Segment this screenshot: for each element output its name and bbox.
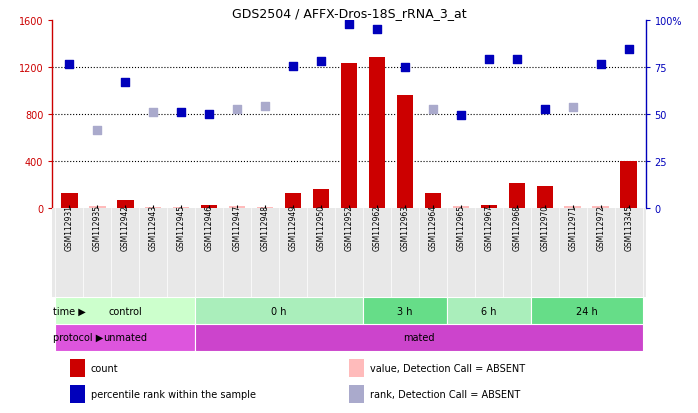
Bar: [89, 206, 105, 209]
Bar: [285, 193, 302, 209]
Text: 3 h: 3 h: [397, 306, 413, 316]
Text: 0 h: 0 h: [272, 306, 287, 316]
Bar: [480, 205, 497, 209]
Text: 6 h: 6 h: [481, 306, 497, 316]
Bar: [144, 207, 161, 209]
Bar: [621, 161, 637, 209]
Bar: [369, 58, 385, 209]
Point: [343, 22, 355, 28]
Bar: [509, 184, 526, 209]
Bar: [349, 385, 364, 403]
Point: [175, 109, 186, 116]
Bar: [349, 359, 364, 377]
Bar: [55, 297, 195, 324]
Point: [260, 103, 271, 110]
Bar: [396, 96, 413, 209]
Text: rank, Detection Call = ABSENT: rank, Detection Call = ABSENT: [370, 389, 520, 399]
Text: mated: mated: [403, 332, 435, 343]
Point: [540, 106, 551, 113]
Bar: [313, 190, 329, 209]
Point: [455, 112, 466, 119]
Point: [147, 109, 158, 116]
Point: [483, 56, 494, 63]
Point: [371, 27, 383, 33]
Point: [204, 112, 215, 119]
Bar: [257, 207, 274, 209]
Title: GDS2504 / AFFX-Dros-18S_rRNA_3_at: GDS2504 / AFFX-Dros-18S_rRNA_3_at: [232, 7, 466, 19]
Bar: [70, 359, 85, 377]
Bar: [424, 193, 441, 209]
Bar: [195, 324, 643, 351]
Bar: [229, 206, 246, 209]
Bar: [452, 206, 469, 209]
Bar: [55, 324, 195, 351]
Point: [567, 105, 579, 112]
Point: [512, 57, 523, 63]
Bar: [593, 206, 609, 209]
Bar: [565, 206, 581, 209]
Text: time ▶: time ▶: [53, 306, 86, 316]
Text: count: count: [91, 363, 119, 373]
Bar: [117, 201, 133, 209]
Point: [399, 64, 410, 71]
Bar: [61, 193, 77, 209]
Bar: [363, 297, 447, 324]
Bar: [172, 207, 189, 209]
Point: [427, 106, 438, 113]
Bar: [341, 64, 357, 209]
Point: [315, 59, 327, 65]
Bar: [70, 385, 85, 403]
Point: [623, 47, 634, 53]
Bar: [200, 205, 218, 209]
Text: value, Detection Call = ABSENT: value, Detection Call = ABSENT: [370, 363, 525, 373]
Text: 24 h: 24 h: [576, 306, 597, 316]
Text: control: control: [108, 306, 142, 316]
Text: protocol ▶: protocol ▶: [53, 332, 103, 343]
Bar: [537, 186, 554, 209]
Bar: [531, 297, 643, 324]
Point: [288, 63, 299, 70]
Bar: [195, 297, 363, 324]
Point: [64, 62, 75, 69]
Point: [119, 80, 131, 86]
Bar: [447, 297, 531, 324]
Text: unmated: unmated: [103, 332, 147, 343]
Text: percentile rank within the sample: percentile rank within the sample: [91, 389, 256, 399]
Point: [91, 128, 103, 134]
Point: [595, 62, 607, 69]
Point: [232, 107, 243, 113]
